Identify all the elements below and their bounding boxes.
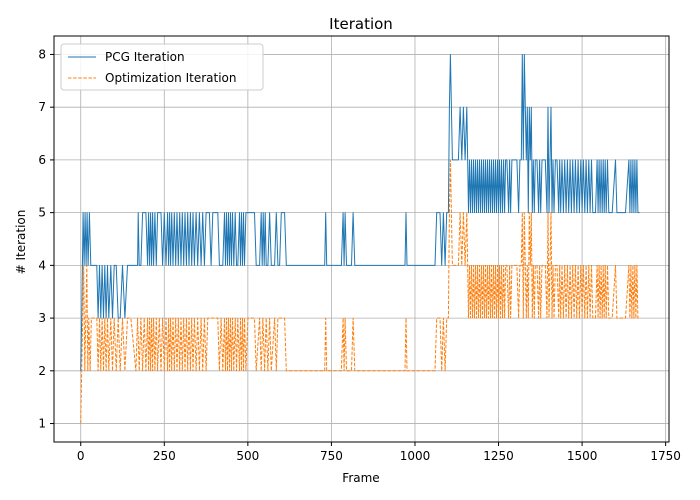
y-tick-label: 6 bbox=[38, 153, 46, 167]
chart-title: Iteration bbox=[329, 15, 393, 33]
legend-box bbox=[60, 43, 264, 91]
x-tick-label: 500 bbox=[236, 449, 259, 463]
legend-label-0: PCG Iteration bbox=[105, 50, 185, 64]
y-axis-label: # Iteration bbox=[14, 210, 28, 275]
y-tick-label: 5 bbox=[38, 206, 46, 220]
y-tick-label: 1 bbox=[38, 417, 46, 431]
y-tick-label: 3 bbox=[38, 311, 46, 325]
y-tick-label: 8 bbox=[38, 47, 46, 61]
plot-series bbox=[80, 54, 640, 424]
x-tick-label: 1750 bbox=[650, 449, 681, 463]
y-tick-label: 4 bbox=[38, 258, 46, 272]
x-axis-label: Frame bbox=[342, 471, 379, 485]
series-line-1 bbox=[80, 159, 640, 424]
x-tick-label: 750 bbox=[320, 449, 343, 463]
legend-label-1: Optimization Iteration bbox=[105, 71, 236, 85]
x-tick-label: 1250 bbox=[483, 449, 514, 463]
legend: PCG Iteration Optimization Iteration bbox=[60, 43, 264, 91]
series-line-0 bbox=[80, 54, 640, 371]
x-tick-label: 1000 bbox=[400, 449, 431, 463]
y-tick-label: 2 bbox=[38, 364, 46, 378]
y-tick-label: 7 bbox=[38, 100, 46, 114]
x-axis-ticks: 0 250 500 750 1000 1250 1500 1750 bbox=[77, 442, 681, 463]
y-axis-ticks: 1 2 3 4 5 6 7 8 bbox=[38, 47, 54, 431]
plot-frame bbox=[53, 35, 670, 443]
x-tick-label: 1500 bbox=[567, 449, 598, 463]
x-tick-label: 250 bbox=[153, 449, 176, 463]
x-tick-label: 0 bbox=[77, 449, 85, 463]
